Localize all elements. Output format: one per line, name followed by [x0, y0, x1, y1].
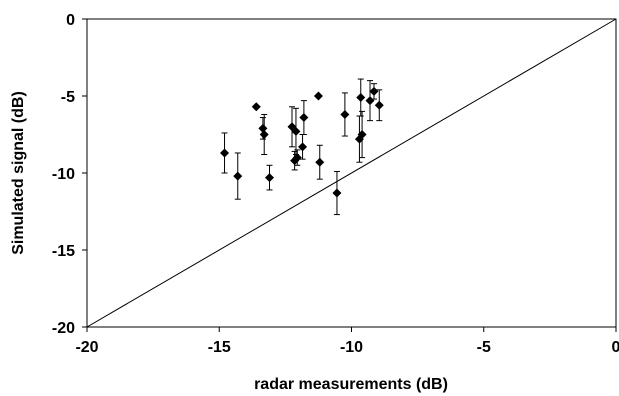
data-point [313, 91, 323, 101]
y-tick-label: 0 [66, 12, 75, 29]
one-to-one-line [86, 18, 617, 328]
data-point [292, 153, 302, 163]
x-tick-label: -10 [340, 339, 363, 356]
data-point [265, 173, 275, 183]
data-point [374, 100, 384, 110]
x-tick-label: -15 [208, 339, 231, 356]
data-point [356, 93, 366, 103]
data-point [365, 96, 375, 106]
y-axis-title: Simulated signal (dB) [10, 91, 27, 255]
data-point [299, 113, 309, 123]
data-point [233, 171, 243, 181]
data-point [315, 157, 325, 167]
y-tick-label: -15 [52, 243, 75, 260]
data-points [220, 86, 384, 198]
axis-ticks [82, 18, 617, 332]
data-point [357, 130, 367, 139]
data-point [259, 130, 269, 139]
y-tick-label: -20 [52, 320, 75, 337]
y-tick-label: -5 [61, 89, 75, 106]
data-point [258, 123, 268, 133]
data-point [369, 86, 379, 96]
x-tick-label: -20 [75, 339, 98, 356]
reference-line-layer [86, 18, 617, 328]
y-tick-label: -10 [52, 166, 75, 183]
data-point [298, 142, 308, 152]
x-tick-label: 0 [612, 339, 619, 356]
data-point [220, 148, 230, 158]
data-point [251, 102, 261, 112]
tick-labels: -20 -15 -10 -5 0 0 -5 -10 -15 -20 [52, 12, 619, 356]
data-point [332, 188, 342, 198]
x-tick-label: -5 [477, 339, 491, 356]
data-point [340, 109, 350, 119]
x-axis-title: radar measurements (dB) [254, 376, 448, 393]
data-point [291, 126, 301, 136]
